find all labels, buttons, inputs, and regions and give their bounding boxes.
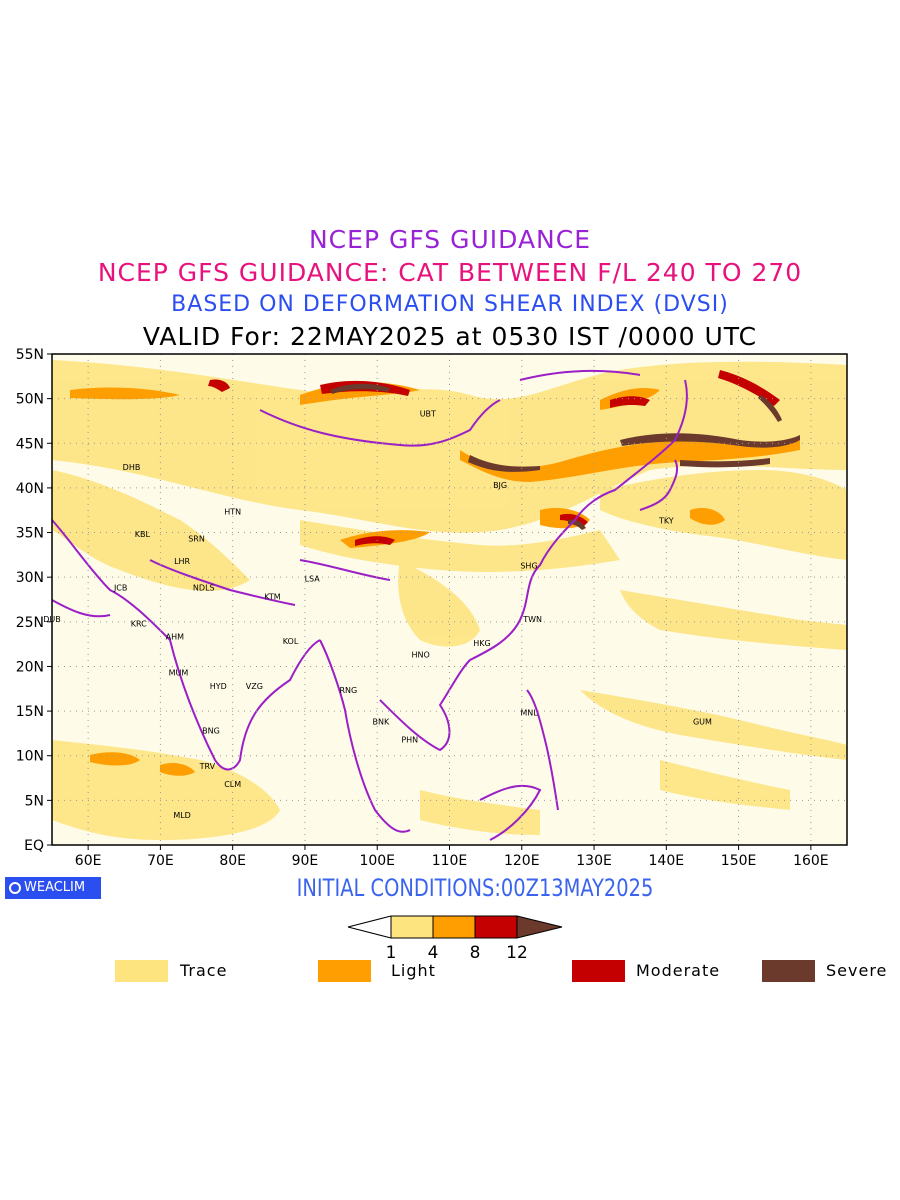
station-label-lhr: LHR [174, 557, 190, 566]
lat-tick-label: 25N [16, 615, 44, 631]
colorbar-light-cell [432, 915, 476, 939]
station-label-krc: KRC [131, 619, 147, 628]
colorbar-high-arrow [516, 915, 563, 939]
legend-light-label: Light [391, 961, 436, 980]
lat-tick-label: 5N [25, 793, 44, 809]
title-method: BASED ON DEFORMATION SHEAR INDEX (DVSI) [171, 292, 729, 317]
lat-tick-label: EQ [24, 838, 44, 854]
colorbar-tick-label: 8 [470, 943, 481, 963]
station-label-ahm: AHM [166, 633, 184, 642]
legend-light-swatch [318, 960, 371, 982]
lat-tick-label: 30N [16, 570, 44, 586]
station-label-mld: MLD [173, 811, 191, 820]
station-label-bnk: BNK [372, 717, 389, 726]
graticule [52, 354, 847, 845]
station-label-mum: MUM [169, 668, 189, 677]
legend-severe-swatch [762, 960, 815, 982]
legend-severe-label: Severe [826, 961, 888, 980]
station-label-clm: CLM [224, 780, 241, 789]
lat-tick-label: 50N [16, 392, 44, 408]
lon-tick-label: 70E [147, 853, 174, 869]
legend-trace-label: Trace [180, 961, 228, 980]
station-label-srn: SRN [188, 534, 205, 543]
station-label-gum: GUM [693, 717, 712, 726]
colorbar-tick-label: 4 [428, 943, 439, 963]
station-label-trv: TRV [199, 762, 216, 771]
station-label-dub: DUB [43, 615, 61, 624]
lon-tick-label: 60E [75, 853, 102, 869]
lat-tick-label: 45N [16, 436, 44, 452]
lat-tick-label: 15N [16, 704, 44, 720]
lat-tick-label: 55N [16, 347, 44, 363]
initial-conditions: INITIAL CONDITIONS:00Z13MAY2025 [296, 874, 654, 902]
legend-moderate-label: Moderate [636, 961, 721, 980]
logo-text: WEACLIM [24, 880, 86, 895]
station-label-kbl: KBL [135, 530, 151, 539]
weaclim-logo: WEACLIM [5, 877, 101, 899]
logo-ring-icon [9, 881, 21, 894]
lon-tick-label: 110E [432, 853, 468, 869]
lon-tick-label: 130E [576, 853, 612, 869]
colorbar-tick-label: 1 [386, 943, 397, 963]
station-label-hyd: HYD [210, 682, 227, 691]
colorbar-low-arrow [347, 915, 392, 939]
legend-moderate-swatch [572, 960, 625, 982]
lon-tick-label: 150E [721, 853, 757, 869]
station-label-mnl: MNL [520, 709, 538, 718]
station-label-bng: BNG [202, 726, 220, 735]
lat-tick-label: 40N [16, 481, 44, 497]
title-product: NCEP GFS GUIDANCE: CAT BETWEEN F/L 240 T… [97, 258, 803, 287]
station-label-bjg: BJG [493, 481, 507, 490]
colorbar: 1 4 8 12 [347, 915, 563, 963]
lat-tick-label: 35N [16, 526, 44, 542]
colorbar-moderate-cell [474, 915, 518, 939]
station-label-lsa: LSA [305, 575, 321, 584]
title-main: NCEP GFS GUIDANCE [308, 225, 591, 254]
station-label-htn: HTN [224, 508, 241, 517]
turbulence-field [52, 354, 847, 845]
title-valid-time: VALID For: 22MAY2025 at 0530 IST /0000 U… [142, 322, 758, 351]
lon-tick-label: 140E [649, 853, 685, 869]
lon-tick-label: 160E [793, 853, 829, 869]
station-label-phn: PHN [401, 735, 418, 744]
station-label-twn: TWN [522, 615, 542, 624]
station-label-jcb: JCB [113, 584, 127, 593]
lon-tick-label: 120E [504, 853, 540, 869]
station-label-vzg: VZG [246, 682, 263, 691]
station-label-kol: KOL [283, 637, 299, 646]
station-label-ndls: NDLS [193, 584, 215, 593]
station-label-hkg: HKG [473, 639, 490, 648]
station-label-tky: TKY [658, 517, 674, 526]
station-label-ubt: UBT [420, 409, 436, 418]
station-label-hno: HNO [411, 651, 429, 660]
lon-tick-label: 90E [292, 853, 319, 869]
lat-tick-label: 20N [16, 659, 44, 675]
legend-trace-swatch [115, 960, 168, 982]
lat-tick-label: 10N [16, 749, 44, 765]
colorbar-trace-cell [390, 915, 434, 939]
colorbar-tick-label: 12 [506, 943, 528, 963]
station-label-ktm: KTM [264, 593, 281, 602]
station-label-shg: SHG [520, 561, 537, 570]
lon-tick-label: 80E [219, 853, 246, 869]
lon-tick-label: 100E [359, 853, 395, 869]
station-label-dhb: DHB [123, 463, 141, 472]
station-label-rng: RNG [339, 686, 357, 695]
